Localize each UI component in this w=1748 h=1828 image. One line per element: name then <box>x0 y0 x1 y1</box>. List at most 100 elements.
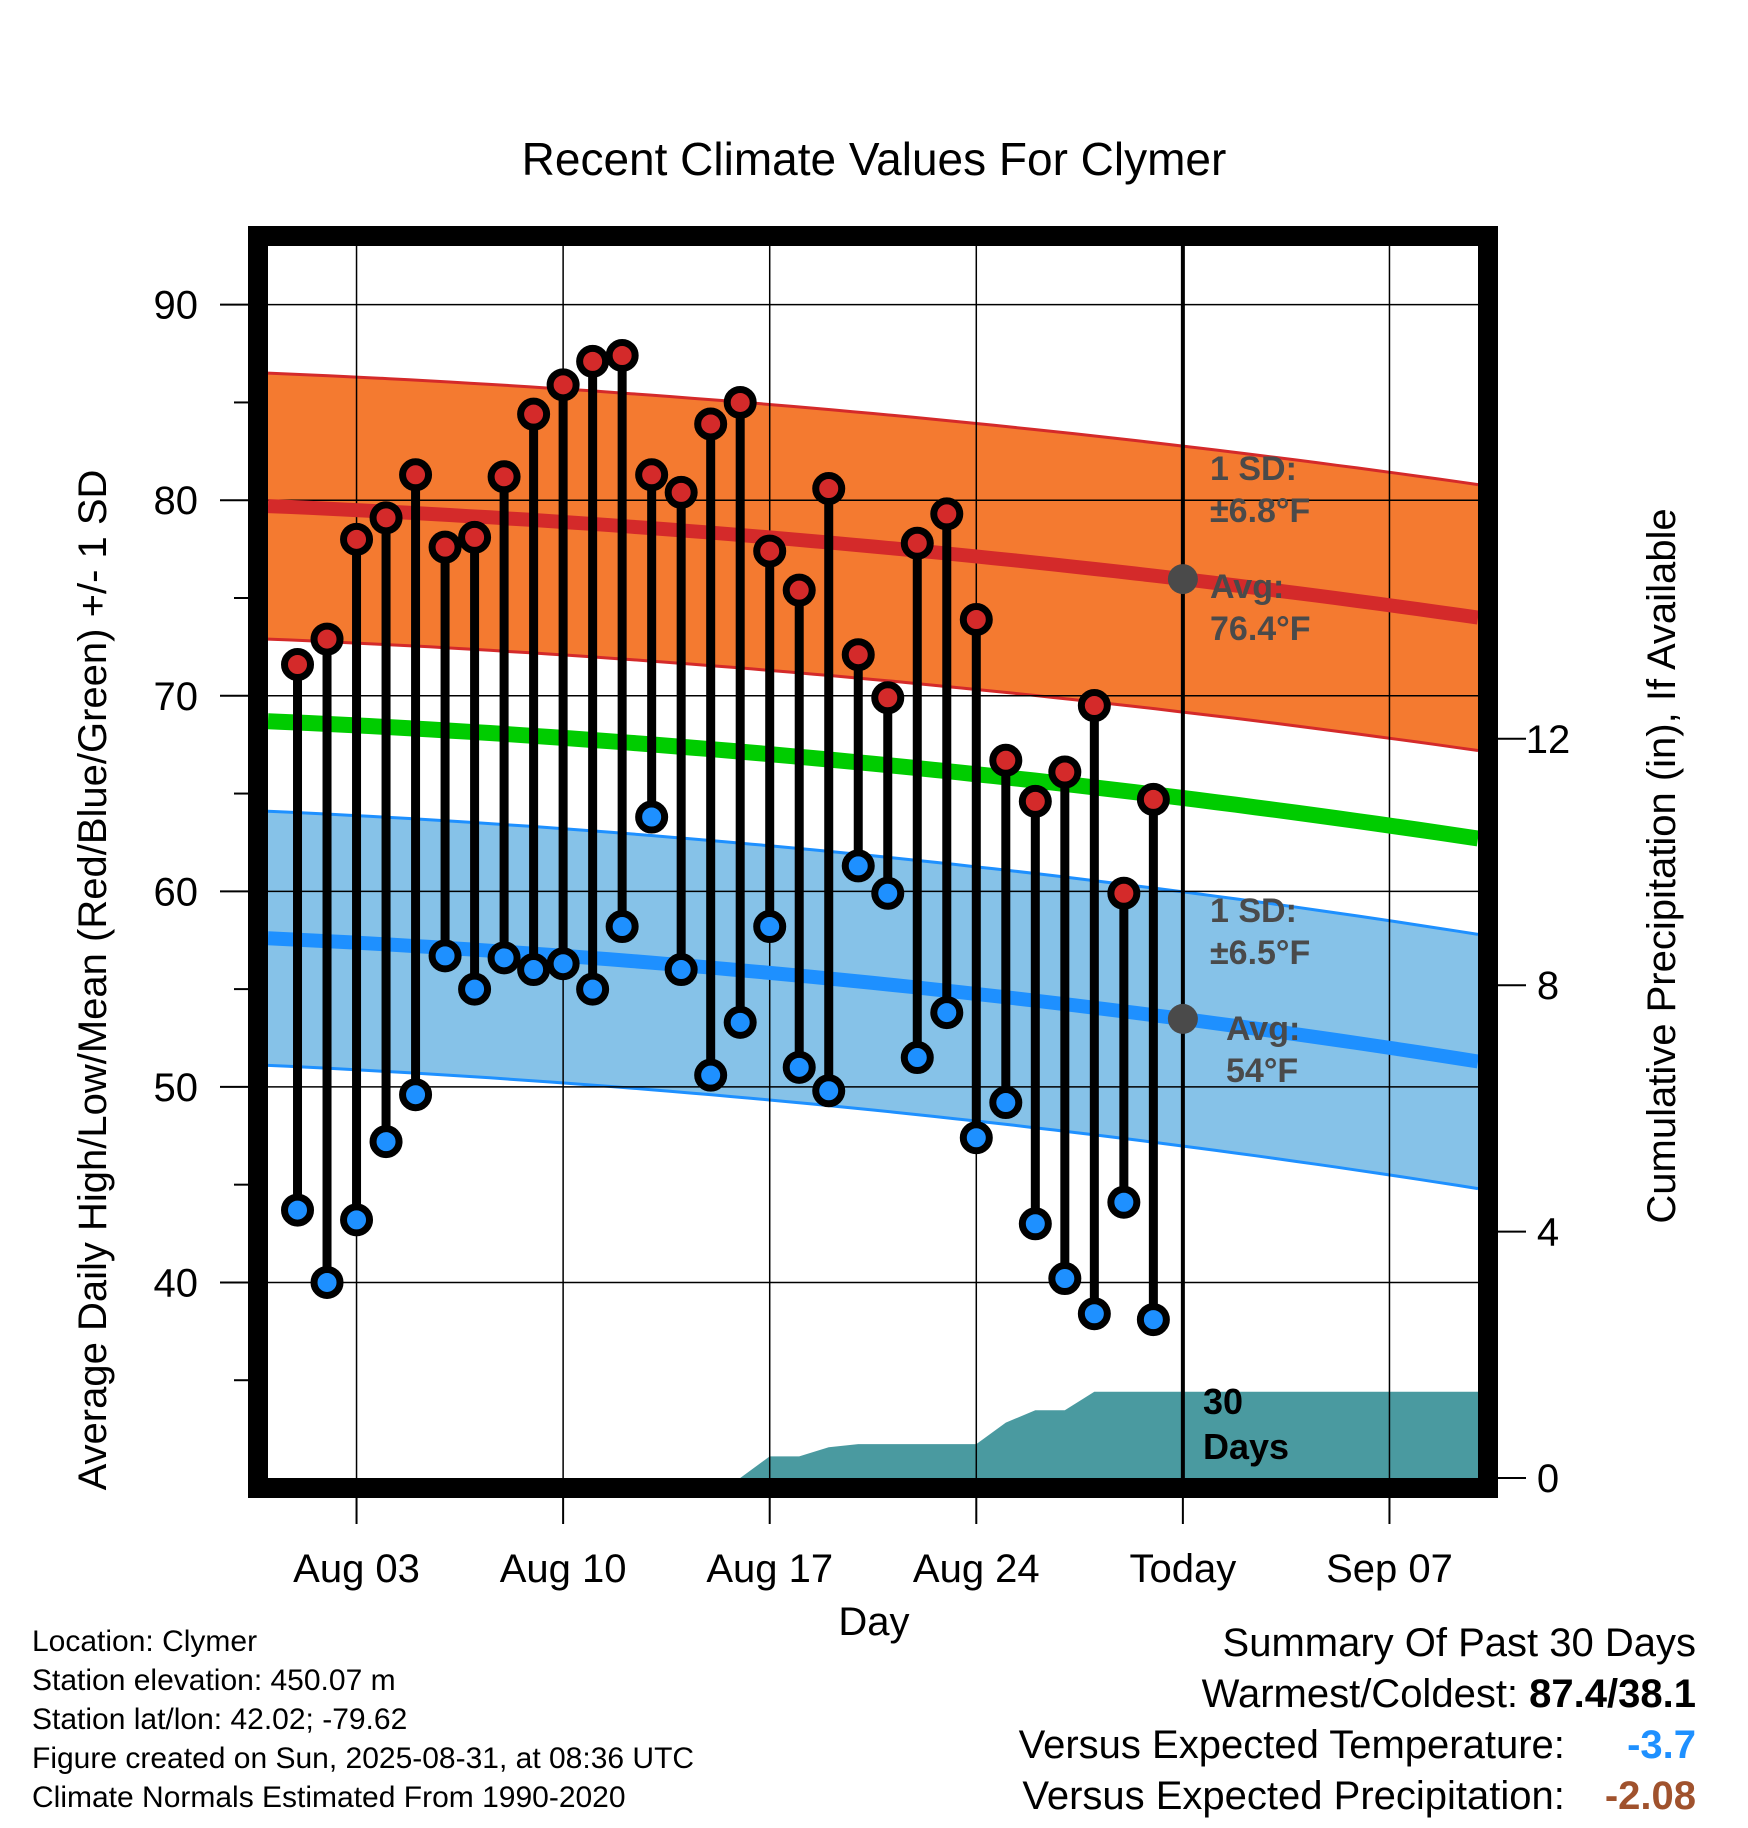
y2-axis-label: Cumulative Precipitation (in), If Availa… <box>1640 508 1684 1223</box>
daily-high-point <box>546 368 580 402</box>
x-axis-label: Day <box>838 1600 909 1644</box>
y2-tick-label: 0 <box>1537 1457 1559 1501</box>
daily-high-point <box>1107 876 1141 910</box>
x-tick-label: Today <box>1130 1547 1237 1591</box>
prec-departure-value: -2.08 <box>1604 1774 1696 1818</box>
daily-high-point <box>723 385 757 419</box>
daily-high-point <box>281 647 315 681</box>
daily-low-point <box>458 972 492 1006</box>
daily-low-point <box>369 1125 403 1159</box>
daily-low-point <box>635 800 669 834</box>
daily-low-point <box>340 1203 374 1237</box>
daily-low-point <box>546 947 580 981</box>
daily-high-point <box>812 471 846 505</box>
daily-low-point <box>664 953 698 987</box>
x-tick-label: Aug 03 <box>293 1547 420 1591</box>
daily-high-point <box>1048 755 1082 789</box>
daily-high-point <box>340 522 374 556</box>
y-tick-label: 40 <box>154 1261 199 1305</box>
daily-high-point <box>399 458 433 492</box>
low-band-lower-edge <box>267 1063 1479 1191</box>
summary-panel: Summary Of Past 30 Days Warmest/Coldest:… <box>1019 1618 1696 1822</box>
high-sd-label: 1 SD: <box>1210 450 1297 488</box>
daily-low-point <box>605 910 639 944</box>
high-band-upper-edge <box>267 371 1479 487</box>
y-tick-label: 70 <box>154 675 199 719</box>
summary-prec-row: Versus Expected Precipitation: -2.08 <box>1019 1771 1696 1822</box>
daily-low-point <box>517 953 551 987</box>
summary-temp-row: Versus Expected Temperature: -3.7 <box>1019 1720 1696 1771</box>
daily-high-point <box>576 344 610 378</box>
plot-area: 40 50 60 70 80 90 0 4 8 12 Aug 03 Aug 10 Aug 17 Aug 2… <box>154 226 1571 1591</box>
y2-tick-label: 4 <box>1537 1211 1559 1255</box>
chart-title: Recent Climate Values For Clymer <box>522 133 1227 185</box>
normal-low-today-marker <box>1167 1003 1198 1034</box>
daily-low-point <box>930 996 964 1030</box>
daily-high-point <box>1077 689 1111 723</box>
low-band-upper-edge <box>267 809 1479 936</box>
low-avg-label: Avg: <box>1226 1010 1300 1048</box>
daily-low-point <box>428 939 462 973</box>
daily-low-point <box>576 972 610 1006</box>
daily-high-point <box>1136 782 1170 816</box>
daily-low-point <box>989 1086 1023 1120</box>
normal-mean-line <box>267 713 1480 847</box>
x-tick-label: Aug 24 <box>913 1547 1040 1591</box>
warmest-label: Warmest/Coldest: <box>1201 1672 1519 1716</box>
created-text: Figure created on Sun, 2025-08-31, at 08… <box>32 1742 695 1775</box>
y2-tick-label: 12 <box>1526 718 1571 762</box>
daily-low-point <box>723 1005 757 1039</box>
daily-high-point <box>428 530 462 564</box>
summary-warmest-row: Warmest/Coldest: 87.4/38.1 <box>1019 1669 1696 1720</box>
days-count-label: 30 <box>1203 1381 1243 1422</box>
high-sd-value: ±6.8°F <box>1210 492 1310 530</box>
normal-low-line <box>267 931 1480 1069</box>
daily-low-point <box>782 1050 816 1084</box>
daily-low-point <box>310 1265 344 1299</box>
daily-high-point <box>1018 784 1052 818</box>
daily-high-point <box>310 622 344 656</box>
normal-high-line <box>267 499 1479 625</box>
y-axis-label: Average Daily High/Low/Mean (Red/Blue/Gr… <box>71 470 115 1491</box>
latlon-text: Station lat/lon: 42.02; -79.62 <box>32 1703 408 1736</box>
y2-tick-label: 8 <box>1537 964 1559 1008</box>
daily-low-point <box>399 1078 433 1112</box>
location-text: Location: Clymer <box>32 1625 258 1658</box>
low-sd-band <box>268 811 1478 1189</box>
daily-low-point <box>1136 1303 1170 1337</box>
high-band-lower-edge <box>267 637 1479 752</box>
daily-low-point <box>694 1058 728 1092</box>
daily-low-point <box>841 849 875 883</box>
daily-high-point <box>782 573 816 607</box>
daily-high-point <box>517 397 551 431</box>
high-avg-value: 76.4°F <box>1210 610 1311 648</box>
daily-high-point <box>487 460 521 494</box>
low-sd-value: ±6.5°F <box>1210 934 1310 972</box>
daily-high-point <box>605 339 639 373</box>
daily-high-point <box>664 475 698 509</box>
daily-low-point <box>281 1193 315 1227</box>
daily-low-point <box>871 876 905 910</box>
y-tick-label: 60 <box>154 870 199 914</box>
plot-frame <box>248 226 1498 1498</box>
daily-high-point <box>753 534 787 568</box>
x-tick-label: Aug 10 <box>500 1547 627 1591</box>
daily-low-point <box>753 910 787 944</box>
temp-departure-value: -3.7 <box>1627 1723 1696 1767</box>
temp-departure-label: Versus Expected Temperature: <box>1018 1723 1565 1767</box>
daily-high-point <box>369 501 403 535</box>
warmest-value: 87.4/38.1 <box>1529 1672 1696 1716</box>
y-tick-label: 50 <box>154 1066 199 1110</box>
x-tick-label: Sep 07 <box>1326 1547 1453 1591</box>
daily-low-point <box>1077 1297 1111 1331</box>
high-avg-label: Avg: <box>1210 568 1284 606</box>
low-avg-value: 54°F <box>1226 1052 1298 1090</box>
days-unit-label: Days <box>1203 1426 1289 1467</box>
daily-high-point <box>959 603 993 637</box>
daily-high-point <box>841 638 875 672</box>
high-sd-band <box>268 373 1478 751</box>
low-sd-label: 1 SD: <box>1210 892 1297 930</box>
daily-high-point <box>989 743 1023 777</box>
daily-high-point <box>635 458 669 492</box>
